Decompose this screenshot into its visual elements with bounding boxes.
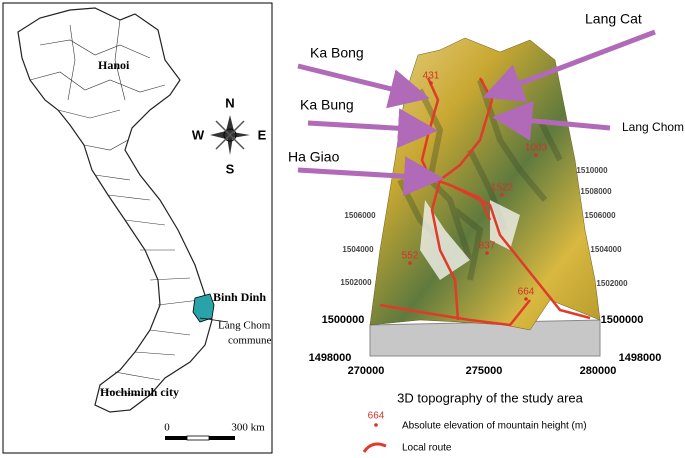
peak-label: 431	[423, 71, 440, 82]
right-tick-label: 1504000	[590, 245, 622, 254]
legend-route-text: Local route	[402, 443, 452, 454]
peak-dot	[500, 193, 504, 197]
scale-end: 300 km	[231, 422, 265, 434]
commune-label: commune	[228, 335, 271, 347]
legend-peak-sample: 664	[368, 411, 385, 422]
legend-peak-dot	[374, 423, 378, 427]
x-tick-label: 270000	[348, 365, 385, 377]
right-tick-label: 1502000	[596, 279, 628, 288]
terrain-base	[369, 319, 601, 357]
commune-leader	[199, 317, 229, 323]
legend-route-sample	[362, 442, 387, 453]
peak-label: 1003	[525, 143, 548, 154]
place-label: Lang Chom	[622, 120, 684, 134]
corner-tick-label: 1498000	[309, 352, 352, 364]
left-tick-label: 1500000	[322, 314, 365, 326]
place-label: Ha Giao	[288, 149, 340, 165]
legend-title: 3D topography of the study area	[397, 390, 584, 405]
peaks: 431 1003 1522 837 552 664	[402, 71, 548, 301]
binh-dinh-area	[192, 293, 215, 323]
left-tick-label: 1502000	[340, 278, 372, 287]
right-tick-label: 1500000	[601, 314, 644, 326]
peak-dot	[429, 81, 433, 85]
left-tick-label: 1506000	[344, 211, 376, 220]
scale-start: 0	[164, 422, 170, 434]
place-label: Lang Cat	[585, 11, 642, 27]
peak-dot	[524, 297, 528, 301]
peak-label: 552	[402, 251, 419, 262]
peak-label: 664	[518, 287, 535, 298]
scale-bar	[165, 435, 235, 441]
vietnam-outline	[17, 7, 213, 413]
peak-label: 1522	[491, 183, 514, 194]
province-borders	[29, 19, 201, 396]
right-tick-label: 1506000	[584, 211, 616, 220]
compass-s: S	[226, 161, 235, 176]
corner-tick-label: 1498000	[619, 352, 662, 364]
peak-dot	[408, 261, 412, 265]
legend-peak-text: Absolute elevation of mountain height (m…	[402, 421, 587, 432]
compass-w: W	[192, 127, 205, 142]
peak-dot	[485, 251, 489, 255]
place-arrows	[297, 29, 656, 197]
peak-label: 837	[479, 241, 496, 252]
x-tick-label: 275000	[466, 365, 503, 377]
compass-n: N	[225, 95, 234, 110]
left-tick-label: 1504000	[342, 245, 374, 254]
peak-dot	[534, 153, 538, 157]
city-label: Hochiminh city	[100, 385, 179, 399]
right-tick-label: 1508000	[580, 187, 612, 196]
province-label: Binh Dinh	[213, 290, 266, 304]
place-label: Ka Bung	[300, 97, 354, 113]
x-tick-label: 280000	[580, 365, 617, 377]
commune-label: Lang Chom	[218, 320, 271, 332]
place-label: Ka Bong	[310, 45, 364, 61]
capital-label: Hanoi	[98, 58, 130, 72]
compass-e: E	[258, 127, 267, 142]
right-tick-label: 1510000	[576, 166, 608, 175]
compass	[210, 115, 250, 155]
